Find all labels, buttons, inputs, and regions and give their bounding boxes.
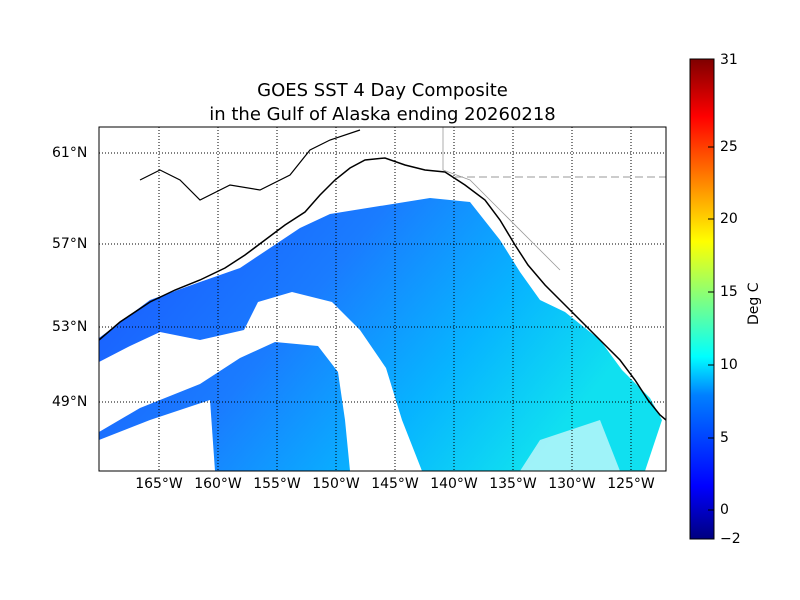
colorbar-tick: −2 xyxy=(720,531,741,547)
colorbar-ticks xyxy=(708,146,714,511)
lon-tick: 165°W xyxy=(135,476,183,492)
colorbar xyxy=(689,58,715,540)
colorbar-tick: 10 xyxy=(720,357,738,373)
title-line-1: GOES SST 4 Day Composite xyxy=(257,80,508,101)
lon-tick: 150°W xyxy=(312,476,360,492)
border-line-2 xyxy=(442,127,561,271)
map-frame xyxy=(98,126,667,472)
lat-tick: 57°N xyxy=(52,236,88,252)
colorbar-tick: 31 xyxy=(720,52,738,68)
cloud-mask-lower xyxy=(99,400,215,471)
inland-coastline xyxy=(139,129,361,201)
lon-tick: 145°W xyxy=(371,476,419,492)
cloud-mask xyxy=(99,292,422,471)
lon-tick: 135°W xyxy=(489,476,537,492)
lat-tick: 61°N xyxy=(52,145,88,161)
colorbar-tick: 25 xyxy=(720,139,738,155)
coastline xyxy=(99,157,666,421)
title-line-2: in the Gulf of Alaska ending 20260218 xyxy=(209,104,556,125)
lon-tick: 155°W xyxy=(253,476,301,492)
colorbar-label: Deg C xyxy=(746,282,762,325)
lon-tick: 130°W xyxy=(548,476,596,492)
graticule xyxy=(99,127,666,471)
lat-tick: 49°N xyxy=(52,394,88,410)
lon-tick: 160°W xyxy=(194,476,242,492)
sst-data-field xyxy=(99,198,662,471)
lon-tick: 125°W xyxy=(607,476,655,492)
colorbar-tick: 0 xyxy=(720,502,729,518)
cloud-speckle xyxy=(520,420,620,471)
lon-tick: 140°W xyxy=(430,476,478,492)
colorbar-tick: 5 xyxy=(720,430,729,446)
colorbar-tick: 20 xyxy=(720,211,738,227)
lat-tick: 53°N xyxy=(52,319,88,335)
colorbar-tick: 15 xyxy=(720,284,738,300)
